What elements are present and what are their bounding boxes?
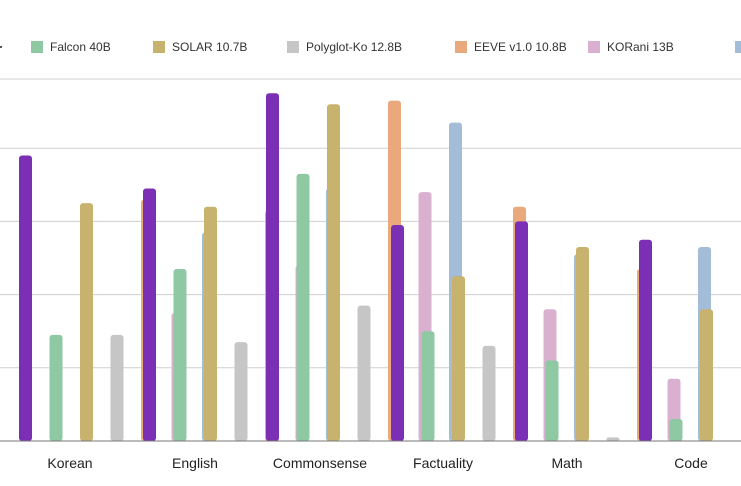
legend-label: Polyglot-Ko 12.8B xyxy=(306,40,402,54)
bar xyxy=(545,360,559,441)
bar xyxy=(639,239,652,441)
x-tick-label: Factuality xyxy=(413,455,473,471)
x-tick-label: Math xyxy=(551,455,582,471)
bar xyxy=(452,276,465,441)
grid-lines xyxy=(0,78,741,369)
bars xyxy=(19,93,713,442)
bar xyxy=(357,305,371,441)
bar xyxy=(515,221,528,441)
legend-label: SOLAR 10.7B xyxy=(172,40,247,54)
bar xyxy=(80,203,93,441)
bar xyxy=(576,247,589,441)
legend-label: Falcon 40B xyxy=(50,40,111,54)
legend-swatch xyxy=(455,41,467,53)
legend-swatch xyxy=(153,41,165,53)
bar xyxy=(421,331,435,441)
bar xyxy=(173,268,187,441)
legend: Falcon 40B SOLAR 10.7B Polyglot-Ko 12.8B EE… xyxy=(0,40,741,54)
x-tick-label: English xyxy=(172,455,218,471)
legend-label: KORani 13B xyxy=(607,40,674,54)
bar xyxy=(110,334,124,441)
bar xyxy=(391,225,404,441)
bar xyxy=(327,104,340,441)
bar xyxy=(143,188,156,441)
bar xyxy=(49,334,63,441)
legend-swatch xyxy=(735,41,741,53)
x-tick-label: Korean xyxy=(47,455,92,471)
bar xyxy=(700,309,713,441)
legend-swatch xyxy=(588,41,600,53)
bar xyxy=(266,93,279,442)
x-tick-label: Code xyxy=(674,455,708,471)
legend-swatch xyxy=(287,41,299,53)
bar xyxy=(669,419,683,441)
legend-swatch xyxy=(31,41,43,53)
x-tick-labels: Korean English Commonsense Factuality Math Co… xyxy=(47,455,708,471)
bar xyxy=(204,206,217,441)
x-tick-label: Commonsense xyxy=(273,455,367,471)
legend-cropped-mark xyxy=(0,46,2,48)
bar xyxy=(606,437,620,441)
bar xyxy=(234,342,248,441)
bar xyxy=(482,345,496,441)
bar xyxy=(296,173,310,441)
legend-label: EEVE v1.0 10.8B xyxy=(474,40,567,54)
bar xyxy=(19,155,32,441)
